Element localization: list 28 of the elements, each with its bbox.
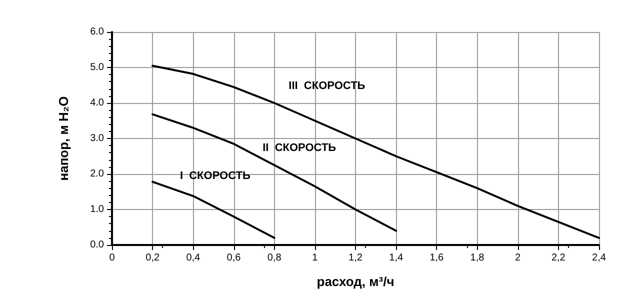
x-tick-label: 1,2 — [348, 252, 363, 264]
y-tick-label: 1.0 — [90, 204, 104, 215]
y-tick-label: 3.0 — [90, 133, 104, 144]
x-tick-label: 0 — [109, 252, 116, 264]
y-tick-label: 6.0 — [90, 26, 104, 38]
x-tick-label: 1,4 — [389, 252, 404, 264]
x-tick-label: 0,2 — [146, 252, 160, 264]
x-tick-label: 1,6 — [430, 252, 444, 264]
y-tick-label: 2.0 — [90, 168, 104, 180]
series-label: II СКОРОСТЬ — [262, 142, 336, 154]
y-tick-label: 0.0 — [90, 240, 104, 250]
x-tick-label: 2 — [515, 252, 522, 264]
line-series — [152, 64, 600, 239]
line-series — [152, 180, 276, 239]
x-tick-label: 2,2 — [551, 252, 566, 264]
y-axis-title: напор, м H₂O — [56, 96, 71, 181]
x-tick-label: 0,6 — [226, 252, 242, 264]
series-label: III СКОРОСТЬ — [288, 80, 366, 92]
y-tick-label: 5.0 — [90, 62, 104, 73]
x-tick-label: 0,4 — [186, 252, 201, 264]
x-tick-label: 2,4 — [592, 252, 606, 264]
x-axis-title: расход, м³/ч — [316, 274, 394, 289]
x-tick-label: 1 — [312, 252, 318, 264]
x-tick-label: 0,8 — [267, 252, 282, 264]
line-series — [152, 113, 398, 232]
x-tick-label: 1,8 — [470, 252, 485, 264]
series-label: I СКОРОСТЬ — [180, 170, 250, 182]
y-tick-label: 4.0 — [90, 98, 104, 108]
